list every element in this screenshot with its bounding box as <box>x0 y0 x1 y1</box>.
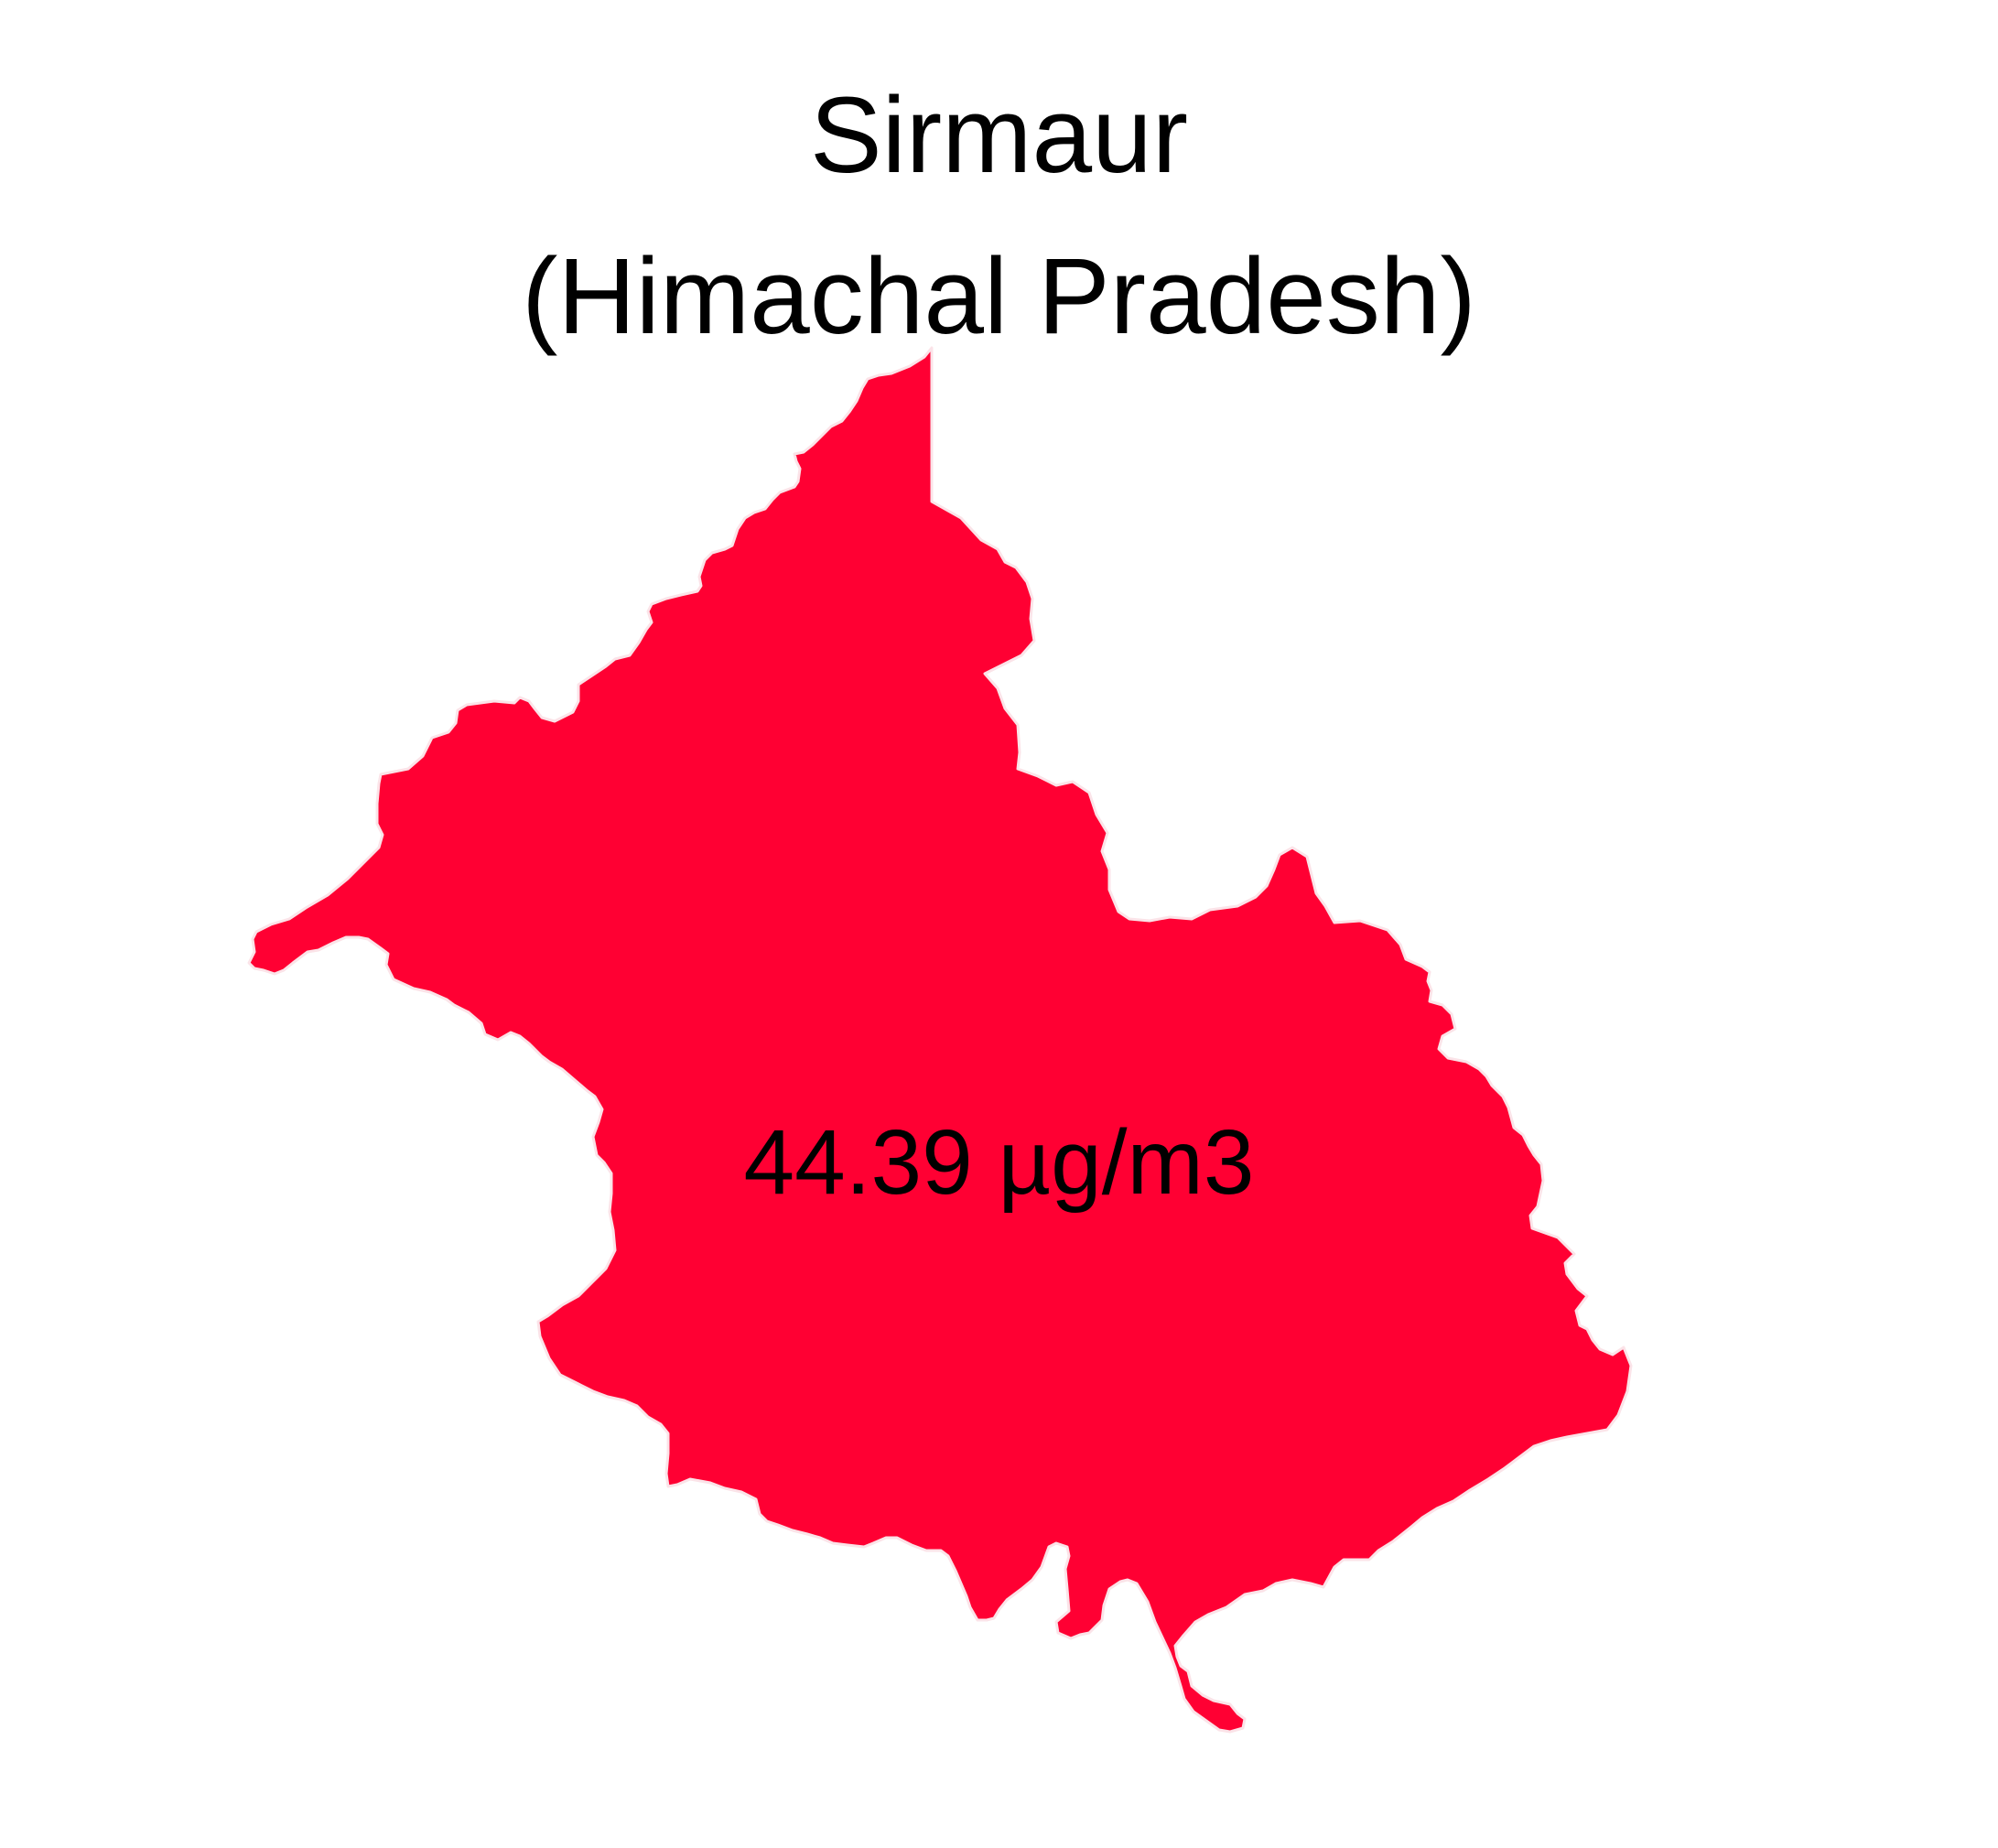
map-title-block: Sirmaur (Himachal Pradesh) <box>0 55 1998 377</box>
map-subtitle: (Himachal Pradesh) <box>522 236 1476 357</box>
district-region-sirmaur <box>247 346 1633 1734</box>
pollution-value-label: 44.39 µg/m3 <box>743 1111 1255 1214</box>
map-title: Sirmaur <box>809 75 1189 196</box>
